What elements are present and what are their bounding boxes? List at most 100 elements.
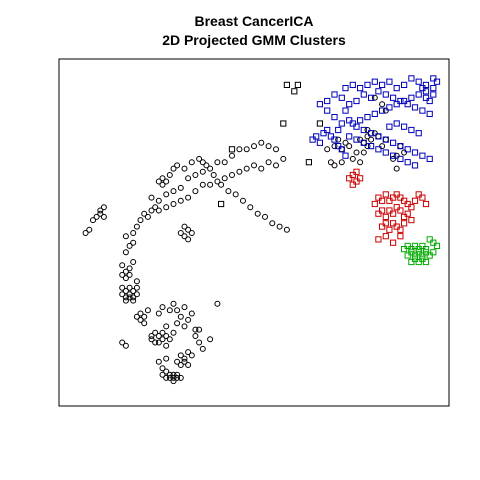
cluster-1-point-8 xyxy=(360,126,367,134)
cluster-1-point-61 xyxy=(379,107,386,114)
circles-point-12 xyxy=(130,230,137,236)
cluster-2-point-7 xyxy=(375,194,382,201)
cluster-2-point-25 xyxy=(408,217,415,224)
cluster-1-point-49 xyxy=(360,139,367,146)
cluster-2-point-27 xyxy=(382,220,389,227)
circles-point-114 xyxy=(159,336,166,343)
circles-point-65 xyxy=(199,159,206,166)
circles-point-40 xyxy=(258,165,265,172)
circles-point-70 xyxy=(232,191,239,198)
circles-point-29 xyxy=(221,159,228,166)
circles-point-172 xyxy=(393,152,400,159)
cluster-1-point-57 xyxy=(349,120,356,127)
circles-point-189 xyxy=(371,130,378,137)
circles-point-76 xyxy=(276,223,283,230)
cluster-1-point-71 xyxy=(316,139,323,146)
cluster-2-point-34 xyxy=(382,233,389,240)
cluster-1-point-45 xyxy=(430,75,437,82)
circles-point-108 xyxy=(137,316,144,323)
circles-point-145 xyxy=(174,371,181,378)
cluster-3-point-16 xyxy=(411,255,419,262)
cluster-1-point-10 xyxy=(375,133,382,140)
cluster-1-point-30 xyxy=(411,104,419,111)
cluster-1-point-12 xyxy=(390,139,397,146)
cluster-1-point-68 xyxy=(430,85,437,92)
cluster-3-point-12 xyxy=(422,249,430,256)
cluster-1-point-9 xyxy=(368,130,375,137)
circles-point-69 xyxy=(225,188,232,195)
circles-point-38 xyxy=(273,162,279,169)
circles-point-95 xyxy=(130,288,137,294)
circles-point-91 xyxy=(130,259,137,265)
cluster-3-point-20 xyxy=(426,236,433,243)
circles-point-109 xyxy=(144,307,151,314)
circles-point-103 xyxy=(122,297,129,304)
cluster-black-point-3 xyxy=(283,81,290,89)
cluster-1-point-17 xyxy=(426,155,433,163)
cluster-1-point-55 xyxy=(404,159,411,166)
cluster-1-point-26 xyxy=(382,91,389,98)
cluster-1-point-74 xyxy=(327,133,334,140)
cluster-1-point-36 xyxy=(364,81,371,89)
cluster-1-point-73 xyxy=(324,126,331,134)
cluster-1-point-1 xyxy=(324,107,331,114)
circles-point-182 xyxy=(342,139,349,146)
circles-point-110 xyxy=(141,320,148,327)
circles-point-56 xyxy=(159,175,166,182)
cluster-1-point-41 xyxy=(401,81,408,89)
cluster-2-point-4 xyxy=(357,175,364,182)
cluster-2-point-13 xyxy=(397,194,404,201)
circles-point-106 xyxy=(137,310,144,317)
circles-point-16 xyxy=(144,213,151,220)
cluster-1-point-33 xyxy=(342,85,349,92)
circles-point-125 xyxy=(170,300,177,307)
circles-point-48 xyxy=(199,181,206,188)
circles-point-127 xyxy=(177,313,184,320)
cluster-2-point-6 xyxy=(371,200,378,208)
series-cluster-1 xyxy=(309,75,441,169)
circles-point-87 xyxy=(122,275,129,282)
cluster-1-point-54 xyxy=(397,155,404,163)
circles-point-93 xyxy=(122,288,129,294)
circles-point-144 xyxy=(170,374,177,381)
circles-point-43 xyxy=(236,168,243,175)
circles-point-120 xyxy=(166,336,173,343)
circles-point-138 xyxy=(122,342,129,349)
cluster-1-point-60 xyxy=(371,110,378,118)
circles-point-164 xyxy=(196,339,203,346)
circles-point-155 xyxy=(177,362,184,368)
cluster-2-point-26 xyxy=(379,223,386,230)
circles-point-94 xyxy=(126,291,133,298)
cluster-2-point-32 xyxy=(401,220,408,227)
cluster-1-point-34 xyxy=(349,81,356,89)
cluster-black-point-6 xyxy=(228,146,236,153)
circles-point-62 xyxy=(181,165,188,172)
circles-point-118 xyxy=(163,333,170,339)
cluster-1-point-6 xyxy=(346,117,353,124)
cluster-2-point-8 xyxy=(379,197,386,204)
cluster-1-point-81 xyxy=(401,123,408,130)
circles-point-102 xyxy=(133,284,140,291)
cluster-1-point-4 xyxy=(335,126,342,134)
cluster-1-point-48 xyxy=(353,136,360,143)
circles-point-85 xyxy=(122,268,129,275)
circles-point-105 xyxy=(133,313,140,320)
chart-subtitle: 2D Projected GMM Clusters xyxy=(162,32,346,48)
circles-point-57 xyxy=(163,178,170,185)
cluster-1-point-58 xyxy=(357,117,364,124)
cluster-2-point-29 xyxy=(390,220,397,227)
cluster-2-point-24 xyxy=(404,210,411,217)
cluster-1-point-39 xyxy=(386,78,393,85)
circles-point-73 xyxy=(254,210,261,217)
circles-point-28 xyxy=(214,159,221,166)
circles-point-107 xyxy=(141,313,148,320)
cluster-1-point-64 xyxy=(401,97,408,105)
circles-point-50 xyxy=(185,194,192,201)
circles-point-9 xyxy=(126,242,133,249)
cluster-1-point-76 xyxy=(335,143,342,150)
cluster-1-point-87 xyxy=(419,85,426,92)
cluster-3-point-19 xyxy=(422,258,430,266)
circles-point-55 xyxy=(155,178,162,185)
circles-point-177 xyxy=(338,159,345,166)
cluster-1-point-28 xyxy=(397,97,404,105)
